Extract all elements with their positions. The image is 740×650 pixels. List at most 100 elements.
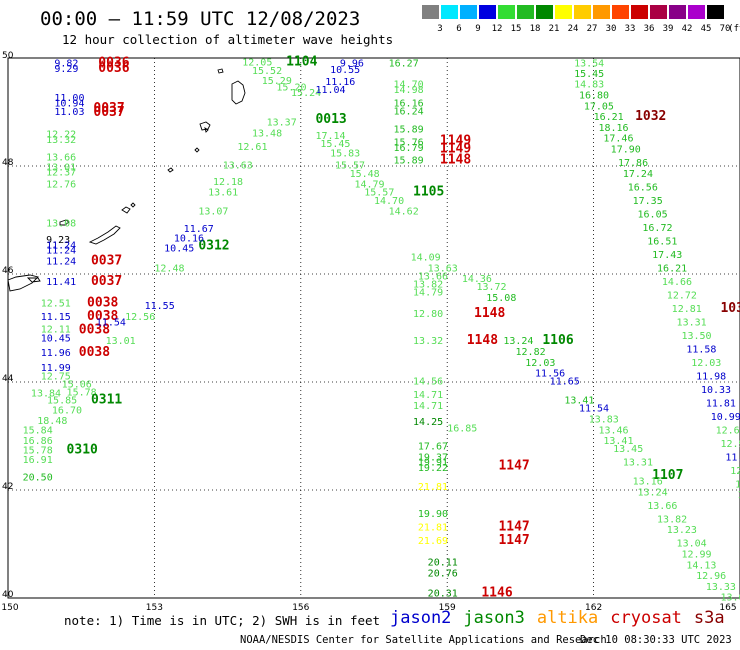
- chart-title: 00:00 — 11:59 UTC 12/08/2023: [40, 8, 361, 30]
- wave-height-label: 14.66: [662, 277, 692, 288]
- scale-swatch: [650, 5, 667, 19]
- y-tick-label: 42: [2, 482, 13, 492]
- wave-height-label: 16.86: [23, 436, 53, 447]
- wave-height-label: 14.71: [413, 390, 443, 401]
- wave-height-label: 16.79: [394, 143, 424, 154]
- pass-time-label: 1148: [474, 306, 505, 321]
- wave-height-label: 15.08: [486, 293, 516, 304]
- wave-height-label: 17.67: [418, 442, 448, 453]
- wave-height-label: 10.45: [41, 334, 71, 345]
- x-tick-label: 165: [719, 603, 736, 613]
- wave-height-label: 21.81: [418, 523, 448, 534]
- pass-time-label: 0037: [93, 101, 124, 116]
- mission-legend: jason2 jason3 altika cryosat s3a: [390, 608, 737, 628]
- wave-height-label: 17.43: [652, 250, 682, 261]
- wave-height-label: 13.48: [252, 128, 282, 139]
- wave-height-label: 14.79: [413, 288, 443, 299]
- wave-height-label: 13.04: [677, 539, 707, 550]
- wave-height-label: 11.65: [550, 377, 580, 388]
- wave-height-label: 15.76: [394, 137, 424, 148]
- wave-height-label: 14.83: [574, 80, 604, 91]
- wave-height-label: 15.52: [252, 66, 282, 77]
- wave-height-label: 13.82: [413, 280, 443, 291]
- wave-height-label: 14.32: [738, 490, 740, 501]
- pass-time-label: 1105: [413, 185, 444, 200]
- scale-swatch: [422, 5, 439, 19]
- wave-height-label: 11.98: [696, 371, 726, 382]
- wave-height-label: 16.24: [394, 107, 424, 118]
- wave-height-label: 13.07: [198, 207, 228, 218]
- wave-height-label: 13.72: [476, 282, 506, 293]
- y-tick-label: 46: [2, 266, 14, 276]
- coastline-island-8: [7, 274, 41, 292]
- wave-height-label: 15.84: [23, 425, 53, 436]
- wave-height-label: 13.23: [667, 525, 697, 536]
- wave-height-label: 20.76: [428, 568, 458, 579]
- wave-height-label: 13.01: [46, 162, 76, 173]
- wave-height-label: 16.70: [52, 405, 82, 416]
- pass-time-label: 0038: [87, 295, 118, 310]
- wave-height-label: 17.14: [315, 131, 345, 142]
- pass-time-label: 1147: [498, 533, 529, 548]
- wave-height-label: 11.55: [145, 301, 175, 312]
- legend-jason2: jason2: [390, 608, 452, 628]
- wave-height-label: 20.50: [23, 472, 53, 483]
- wave-height-label: 13.16: [633, 477, 663, 488]
- pass-time-label: 0037: [93, 105, 124, 120]
- x-tick-label: 153: [146, 603, 163, 613]
- wave-height-label: 13.33: [706, 582, 736, 593]
- pass-time-label: 1148: [467, 333, 498, 348]
- pass-time-label: 0036: [98, 61, 129, 76]
- wave-height-label: 10.45: [164, 243, 194, 254]
- scale-label: 42: [681, 24, 693, 34]
- pass-time-label: 1149: [440, 142, 471, 157]
- wave-height-label: 11.15: [41, 312, 71, 323]
- wave-height-label: 11.24: [46, 245, 76, 256]
- wave-height-label: 13.08: [46, 218, 76, 229]
- scale-swatch: [669, 5, 686, 19]
- wave-height-label: 16.72: [642, 223, 672, 234]
- wave-height-label: 16.85: [447, 424, 477, 435]
- wave-height-label: 13.61: [208, 188, 238, 199]
- wave-height-label: 12.17: [730, 466, 740, 477]
- wave-height-label: 17.35: [633, 196, 663, 207]
- wave-height-label: 13.46: [598, 425, 628, 436]
- wave-height-label: 9.23: [46, 235, 70, 246]
- wave-height-label: 12.37: [46, 168, 76, 179]
- legend-cryosat: cryosat: [610, 608, 682, 628]
- legend-altika: altika: [536, 608, 599, 628]
- x-tick-label: 159: [439, 603, 456, 613]
- wave-height-label: 10.55: [330, 65, 360, 76]
- wave-height-label: 14.70: [394, 80, 424, 91]
- wave-height-label: 15.89: [394, 155, 424, 166]
- scale-label: 12: [491, 24, 503, 34]
- pass-time-label: 1104: [286, 55, 317, 70]
- wave-height-label: 16.05: [638, 209, 668, 220]
- scale-label: 9: [475, 24, 481, 34]
- wave-height-label: 16.91: [23, 455, 53, 466]
- wave-height-label: 12.03: [691, 358, 721, 369]
- wave-height-label: 15.45: [320, 139, 350, 150]
- wave-height-label: 14.71: [413, 401, 443, 412]
- wave-height-label: 11.41: [46, 277, 76, 288]
- scale-unit: (ft): [728, 24, 740, 34]
- wave-height-label: 14.79: [354, 180, 384, 191]
- wave-height-label: 15.78: [23, 445, 53, 456]
- wave-height-label: 13.24: [638, 487, 668, 498]
- wave-height-label: 13.54: [574, 59, 604, 70]
- wave-height-label: 12.05: [242, 58, 272, 69]
- wave-height-label: 12.80: [413, 309, 443, 320]
- wave-height-label: 13.24: [503, 336, 533, 347]
- x-tick-label: 150: [1, 603, 18, 613]
- scale-swatch: [688, 5, 705, 19]
- wave-height-label: 14.25: [413, 417, 443, 428]
- footer-timestamp: Dec 10 08:30:33 UTC 2023: [580, 634, 732, 646]
- wave-height-label: 21.69: [418, 536, 448, 547]
- wave-height-label: 9.29: [54, 64, 78, 75]
- wave-height-label: 17.24: [623, 169, 653, 180]
- wave-height-label: 12.61: [237, 142, 267, 153]
- wave-height-label: 12.90: [720, 439, 740, 450]
- wave-height-label: 15.06: [62, 379, 92, 390]
- wave-height-label: 13.63: [223, 161, 253, 172]
- plot-frame: [7, 57, 740, 599]
